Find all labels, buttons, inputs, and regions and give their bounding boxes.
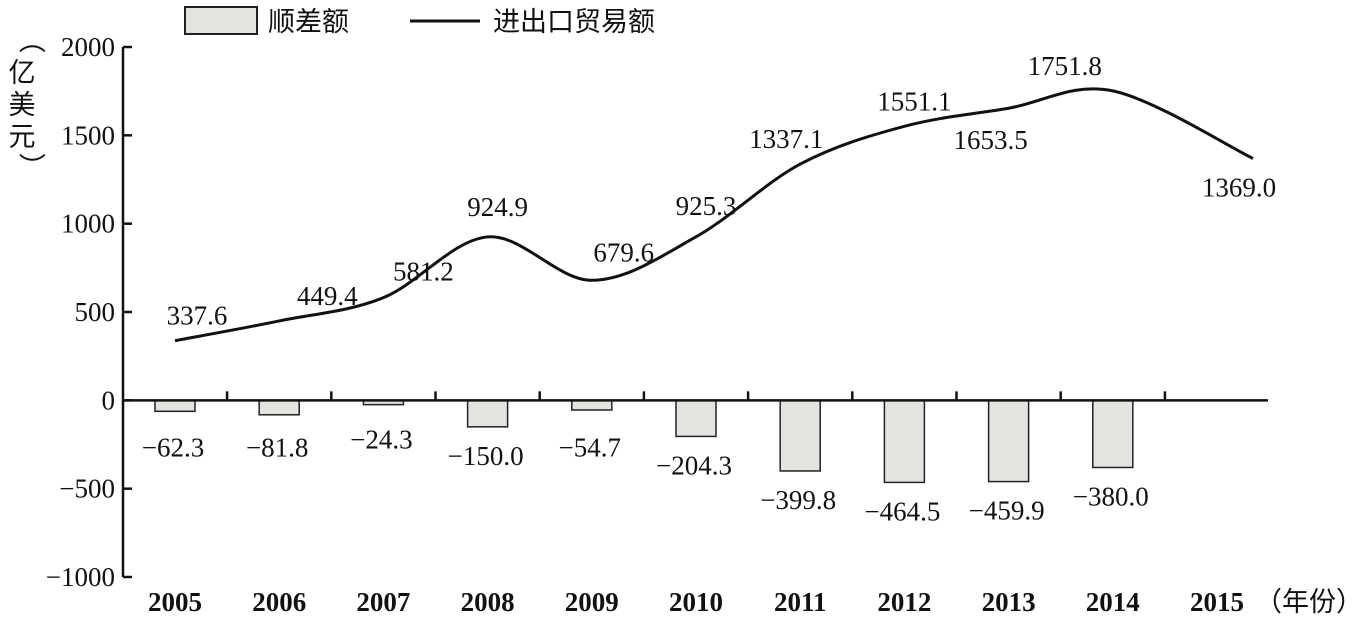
line-data-label: 679.6 [593, 237, 654, 267]
legend-bar-swatch [185, 7, 257, 34]
y-axis-label-char: ） [15, 153, 46, 180]
bar [676, 400, 716, 436]
bar-data-label: −150.0 [448, 441, 524, 471]
legend-line-label: 进出口贸易额 [493, 7, 655, 38]
bar [884, 400, 924, 482]
line-data-label: 1337.1 [749, 124, 823, 154]
line-data-label: 924.9 [467, 192, 528, 222]
x-tick-label: 2013 [982, 587, 1036, 617]
bar-data-label: −464.5 [864, 496, 940, 526]
y-axis-label-char: 亿 [9, 58, 36, 89]
y-tick-label: −1000 [46, 562, 115, 592]
bar-data-label: −81.8 [246, 432, 308, 462]
y-tick-label: 0 [102, 385, 116, 415]
y-tick-label: 2000 [61, 32, 115, 62]
x-tick-label: 2011 [774, 587, 827, 617]
bar-data-label: −459.9 [969, 496, 1045, 526]
bar [155, 400, 195, 411]
x-tick-label: 2014 [1086, 587, 1140, 617]
line-data-label: 581.2 [393, 257, 454, 287]
x-tick-label: 2005 [148, 587, 202, 617]
y-tick-label: 1000 [61, 209, 115, 239]
bar-data-label: −62.3 [142, 432, 204, 462]
line-data-label: 1751.8 [1028, 51, 1102, 81]
y-axis-label-char: 美 [9, 90, 36, 121]
x-tick-label: 2010 [669, 587, 723, 617]
bar-data-label: −204.3 [656, 450, 732, 480]
line-data-label: 925.3 [676, 191, 737, 221]
y-tick-label: −500 [59, 474, 115, 504]
bar-data-label: −380.0 [1073, 481, 1149, 511]
line-data-label: 1369.0 [1202, 172, 1276, 202]
bar [259, 400, 299, 414]
y-axis-label: （ 亿美元） [9, 27, 47, 180]
y-axis-label-char: 元 [9, 122, 36, 153]
bar-data-label: −399.8 [760, 485, 836, 515]
x-tick-label: 2009 [565, 587, 619, 617]
x-tick-label: 2012 [877, 587, 931, 617]
y-tick-label: 500 [75, 297, 116, 327]
x-tick-label: 2006 [252, 587, 306, 617]
axes: −1000 −500 0 500 1000 1500 2000 2005 2006 2007 200… [46, 32, 1268, 617]
line-data-label: 1551.1 [877, 86, 951, 116]
y-axis-label-char: （ [15, 27, 46, 54]
x-tick-label: 2007 [356, 587, 410, 617]
bar [780, 400, 820, 471]
y-tick-label: 1500 [61, 120, 115, 150]
bar-data-label: −54.7 [559, 432, 621, 462]
line-data-label: 1653.5 [953, 125, 1027, 155]
x-tick-label: 2008 [461, 587, 515, 617]
bar [468, 400, 508, 427]
x-tick-label: 2015 [1190, 587, 1244, 617]
legend: 顺差额 进出口贸易额 [185, 7, 655, 38]
line-data-label: 337.6 [167, 301, 228, 331]
bar [572, 400, 612, 410]
bar [1093, 400, 1133, 467]
legend-bar-label: 顺差额 [268, 7, 349, 38]
bar [989, 400, 1029, 481]
line-data-label: 449.4 [297, 281, 358, 311]
bar-data-label: −24.3 [350, 424, 412, 454]
x-axis-unit: （年份） [1255, 587, 1363, 618]
